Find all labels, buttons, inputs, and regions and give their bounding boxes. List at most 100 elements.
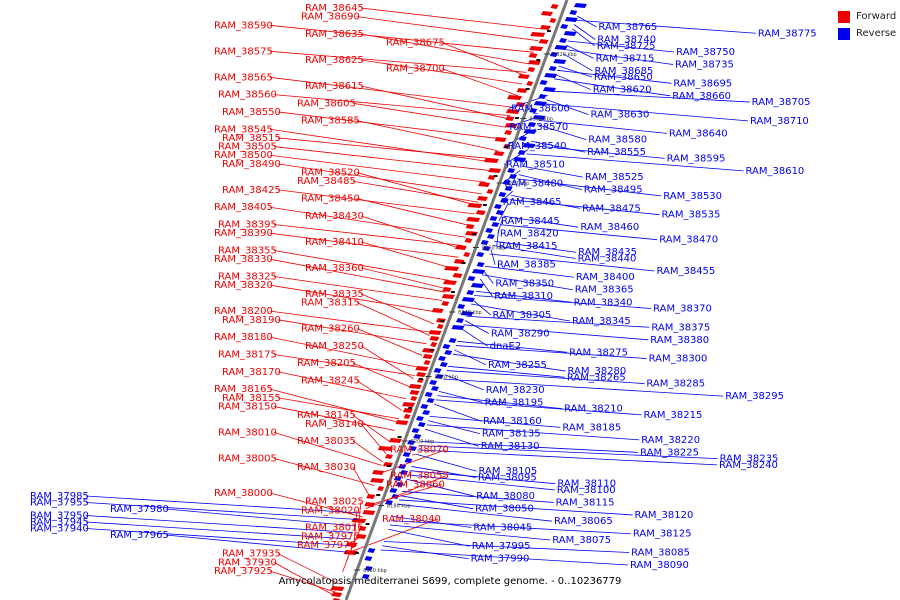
reverse-labels: RAM_37985RAM_37955RAM_37980RAM_37950RAM_… (30, 22, 817, 571)
gene-marker (354, 552, 359, 554)
reverse-leader-line (85, 495, 361, 514)
reverse-gene-label: RAM_38280 (567, 366, 626, 377)
reverse-gene-block (528, 122, 537, 127)
reverse-gene-label: RAM_38640 (669, 128, 728, 139)
reverse-gene-label: RAM_38185 (562, 422, 621, 433)
reverse-gene-block (457, 304, 466, 309)
reverse-leader-line (418, 445, 718, 460)
reverse-gene-label: RAM_38295 (725, 391, 784, 402)
reverse-gene-block (500, 198, 509, 203)
forward-leader-line (360, 59, 523, 85)
forward-gene-block (362, 510, 376, 515)
reverse-gene-label: RAM_38735 (675, 60, 734, 71)
reverse-gene-label: RAM_38050 (475, 504, 534, 515)
gene-marker (450, 291, 455, 293)
forward-gene-block (526, 81, 534, 86)
gene-marker (429, 349, 434, 351)
reverse-leader-line (455, 345, 647, 359)
reverse-swatch (838, 27, 850, 40)
reverse-gene-block (533, 101, 547, 106)
reverse-leader-line (505, 128, 536, 147)
reverse-gene-block (398, 464, 407, 469)
forward-gene-label: RAM_38390 (214, 228, 273, 239)
forward-leader-line (356, 172, 478, 206)
reverse-leader-line (521, 165, 583, 178)
reverse-gene-label: RAM_37995 (472, 541, 531, 552)
reverse-gene-block (559, 38, 568, 43)
reverse-gene-label: RAM_38460 (580, 222, 639, 233)
forward-gene-block (527, 67, 536, 72)
reverse-leader-line (557, 69, 672, 84)
reverse-leader-line (509, 199, 660, 216)
forward-leader-line (273, 561, 335, 596)
forward-gene-label: RAM_38260 (301, 323, 360, 334)
forward-swatch (838, 10, 850, 23)
reverse-leader-line (472, 299, 491, 316)
forward-gene-label: RAM_38190 (222, 315, 281, 326)
reverse-gene-label: RAM_38685 (594, 66, 653, 77)
reverse-gene-label: RAM_38275 (569, 347, 628, 358)
reverse-leader-line (380, 549, 629, 566)
reverse-gene-block (513, 157, 527, 162)
reverse-leader-line (572, 28, 595, 47)
reverse-gene-block (476, 262, 485, 267)
reverse-gene-block (455, 318, 464, 323)
reverse-leader-line (517, 178, 662, 197)
forward-leader-line (269, 284, 439, 313)
reverse-gene-block (437, 356, 446, 361)
reverse-gene-block (400, 470, 409, 475)
reverse-gene-block (435, 374, 444, 379)
forward-leader-line (277, 319, 427, 345)
forward-gene-label: RAM_38150 (218, 401, 277, 412)
forward-leader-line (273, 250, 450, 281)
reverse-gene-label: RAM_38620 (593, 85, 652, 96)
reverse-gene-label: RAM_38400 (576, 272, 635, 283)
forward-leader-line (277, 371, 407, 400)
forward-leader-line (273, 94, 511, 117)
reverse-leader-line (546, 99, 589, 115)
forward-leader-line (360, 7, 543, 30)
forward-leader-line (352, 180, 479, 203)
forward-gene-block (402, 402, 416, 407)
forward-leader-line (356, 380, 403, 411)
reverse-leader-line (392, 516, 472, 528)
reverse-gene-block (429, 380, 438, 385)
forward-gene-label: RAM_38490 (222, 159, 281, 170)
forward-gene-block (494, 137, 507, 142)
gene-marker (440, 320, 445, 322)
reverse-gene-label: RAM_38230 (486, 385, 545, 396)
reverse-gene-label: RAM_38660 (672, 91, 731, 102)
reverse-leader-line (165, 508, 356, 527)
tick-label: 8320 kbp (553, 52, 577, 58)
reverse-gene-block (467, 276, 476, 281)
forward-gene-block (408, 384, 422, 389)
forward-gene-block (416, 372, 427, 377)
reverse-gene-block (385, 500, 393, 505)
reverse-gene-block (532, 115, 546, 120)
reverse-gene-label: RAM_38445 (501, 216, 560, 227)
gene-marker (365, 523, 370, 525)
reverse-gene-label: RAM_38765 (598, 22, 657, 33)
reverse-leader-line (500, 190, 513, 203)
forward-gene-label: RAM_37935 (222, 549, 281, 560)
forward-gene-block (358, 526, 367, 531)
reverse-gene-block (554, 45, 568, 50)
reverse-gene-label: RAM_37955 (30, 498, 89, 509)
gene-marker (546, 30, 551, 32)
forward-gene-label: RAM_38165 (214, 384, 273, 395)
reverse-gene-block (498, 192, 507, 197)
forward-gene-label: RAM_38325 (218, 272, 277, 283)
gene-marker (493, 175, 498, 177)
reverse-gene-block (364, 566, 373, 571)
forward-gene-label: RAM_38585 (301, 116, 360, 127)
forward-gene-label: RAM_38320 (214, 280, 273, 291)
gene-marker (514, 117, 519, 119)
reverse-leader-line (429, 415, 561, 428)
forward-gene-label: RAM_38315 (301, 297, 360, 308)
forward-gene-block (466, 217, 481, 222)
forward-gene-label: RAM_38180 (214, 332, 273, 343)
forward-gene-block (403, 414, 411, 419)
reverse-gene-block (460, 311, 474, 316)
forward-gene-block (504, 130, 513, 135)
forward-leader-line (352, 102, 507, 128)
